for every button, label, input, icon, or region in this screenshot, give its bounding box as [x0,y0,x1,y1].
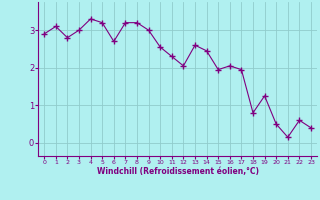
X-axis label: Windchill (Refroidissement éolien,°C): Windchill (Refroidissement éolien,°C) [97,167,259,176]
